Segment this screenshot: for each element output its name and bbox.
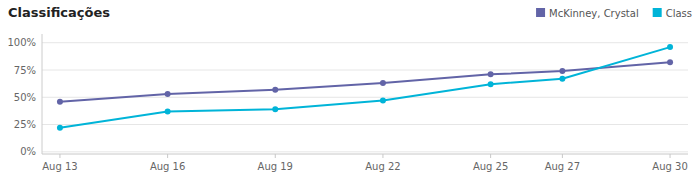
point[interactable] (667, 59, 673, 65)
point[interactable] (488, 71, 494, 77)
title: Classificações (8, 5, 110, 20)
plot-area (57, 44, 673, 131)
x-tick-label: Aug 27 (545, 161, 580, 172)
y-tick-label: 0% (20, 146, 36, 157)
legend-item: McKinney, Crystal (536, 8, 639, 19)
point[interactable] (57, 99, 63, 105)
point[interactable] (380, 80, 386, 86)
point[interactable] (57, 125, 63, 131)
y-axis: 0% 25% 50% 75% 100% (7, 34, 688, 157)
x-axis-line (42, 154, 688, 155)
x-tick-label: Aug 13 (42, 161, 77, 172)
grid-line (42, 151, 688, 152)
x-tick (275, 154, 276, 158)
y-tick-label: 75% (14, 65, 36, 76)
legend-swatch (536, 8, 545, 17)
point[interactable] (667, 44, 673, 50)
point[interactable] (165, 108, 171, 114)
y-tick-label: 50% (14, 92, 36, 103)
x-tick-label: Aug 25 (473, 161, 508, 172)
series-line (60, 62, 670, 101)
grid-line (42, 124, 688, 125)
y-axis-line (42, 34, 43, 154)
x-tick (562, 154, 563, 158)
x-tick-label: Aug 19 (258, 161, 293, 172)
x-axis: Aug 13 Aug 16 Aug 19 Aug 22 Aug 25 Aug 27 Aug … (42, 154, 688, 172)
point[interactable] (272, 106, 278, 112)
legend: McKinney, Crystal Class (536, 8, 692, 19)
y-tick-label: 25% (14, 119, 36, 130)
x-tick (59, 154, 60, 158)
x-tick (490, 154, 491, 158)
legend-label: Class (666, 8, 692, 19)
x-tick-label: Aug 22 (365, 161, 400, 172)
chart: Classificações0%25%50%75%100%Aug 13Aug 1… (0, 0, 700, 182)
x-tick (167, 154, 168, 158)
point[interactable] (272, 87, 278, 93)
x-tick (670, 154, 671, 158)
y-tick-label: 100% (7, 37, 36, 48)
point[interactable] (559, 76, 565, 82)
x-tick-label: Aug 30 (652, 161, 687, 172)
series-line (60, 47, 670, 128)
point[interactable] (165, 91, 171, 97)
point[interactable] (380, 98, 386, 104)
legend-swatch (653, 8, 662, 17)
legend-item: Class (653, 8, 692, 19)
point[interactable] (559, 68, 565, 74)
point[interactable] (488, 81, 494, 87)
x-tick (382, 154, 383, 158)
x-tick-label: Aug 16 (150, 161, 185, 172)
grid-line (42, 42, 688, 43)
legend-label: McKinney, Crystal (549, 8, 639, 19)
